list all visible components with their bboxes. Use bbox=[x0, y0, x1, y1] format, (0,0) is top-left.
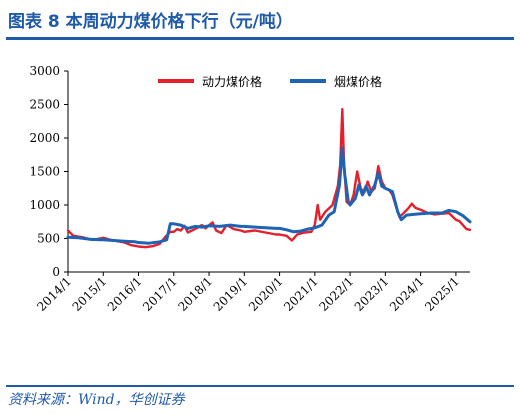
chart-legend: 动力煤价格 烟煤价格 bbox=[158, 74, 382, 89]
series-line-2 bbox=[66, 146, 472, 245]
x-tick-label: 2016/1 bbox=[105, 274, 145, 314]
x-tick-label: 2017/1 bbox=[140, 274, 180, 314]
y-tick-label: 2000 bbox=[29, 131, 60, 145]
x-tick-label: 2020/1 bbox=[246, 274, 286, 314]
x-tick-label: 2014/1 bbox=[34, 274, 74, 314]
x-tick-label: 2021/1 bbox=[281, 274, 321, 314]
x-tick-label: 2024/1 bbox=[387, 274, 427, 314]
legend-label: 动力煤价格 bbox=[202, 74, 262, 89]
header-rule bbox=[6, 37, 514, 40]
y-tick-label: 0 bbox=[52, 265, 60, 279]
x-tick-label: 2023/1 bbox=[352, 274, 392, 314]
x-tick-label: 2022/1 bbox=[316, 274, 356, 314]
series-layer bbox=[66, 108, 472, 249]
y-tick-label: 2500 bbox=[29, 98, 60, 112]
y-tick-label: 1000 bbox=[29, 198, 60, 212]
x-tick-label: 2015/1 bbox=[70, 274, 110, 314]
y-tick-label: 3000 bbox=[29, 64, 60, 78]
figure-header: 图表 8 本周动力煤价格下行（元/吨） bbox=[8, 4, 293, 34]
legend-label: 烟煤价格 bbox=[334, 74, 382, 89]
y-tick-label: 500 bbox=[37, 232, 60, 246]
y-tick-label: 1500 bbox=[29, 165, 60, 179]
figure-title: 图表 8 本周动力煤价格下行（元/吨） bbox=[8, 11, 293, 32]
x-tick-label: 2018/1 bbox=[175, 274, 215, 314]
line-chart: 0 500 1000 1500 2000 2500 3000 2014/12015/12016… bbox=[29, 64, 472, 314]
x-tick-label: 2025/1 bbox=[422, 274, 462, 314]
footer-rule bbox=[6, 385, 514, 387]
x-tick-label: 2019/1 bbox=[211, 274, 251, 314]
source-note: 资料来源：Wind，华创证券 bbox=[8, 392, 185, 408]
chart-axes: 0 500 1000 1500 2000 2500 3000 2014/12015/12016… bbox=[29, 64, 470, 314]
